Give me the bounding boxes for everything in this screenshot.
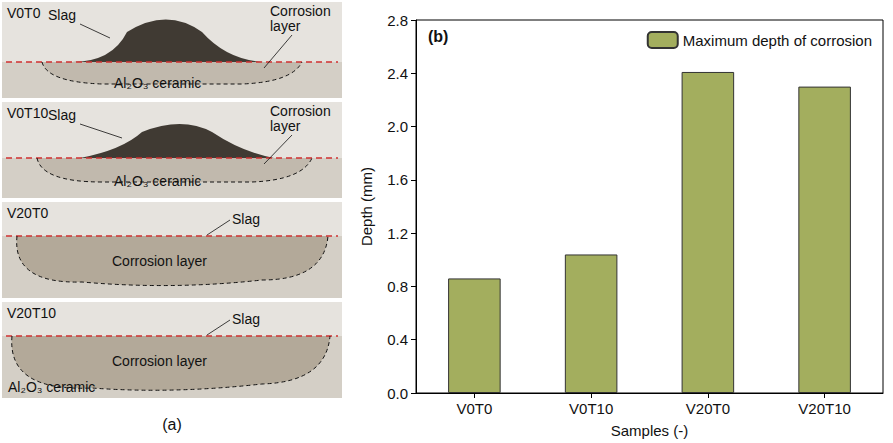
svg-text:Corrosion layer: Corrosion layer (112, 253, 207, 269)
svg-text:2.0: 2.0 (387, 118, 408, 135)
svg-text:Maximum depth of corrosion: Maximum depth of corrosion (683, 32, 872, 49)
svg-text:Slag: Slag (48, 107, 76, 123)
svg-text:V0T10: V0T10 (7, 105, 48, 121)
svg-text:V20T10: V20T10 (7, 305, 56, 321)
svg-text:(b): (b) (428, 28, 448, 45)
svg-text:V0T10: V0T10 (569, 400, 613, 417)
svg-text:Corrosionlayer: Corrosionlayer (270, 3, 331, 34)
svg-text:Slag: Slag (232, 211, 260, 227)
svg-text:Al₂O₃ ceramic: Al₂O₃ ceramic (114, 173, 201, 189)
svg-text:Corrosion layer: Corrosion layer (112, 353, 207, 369)
svg-text:Slag: Slag (232, 311, 260, 327)
svg-text:Samples (-): Samples (-) (611, 422, 689, 439)
svg-text:V20T0: V20T0 (7, 205, 48, 221)
svg-text:Depth (mm): Depth (mm) (358, 167, 375, 246)
svg-text:(a): (a) (162, 416, 182, 433)
svg-text:V0T0: V0T0 (456, 400, 492, 417)
svg-text:0.8: 0.8 (387, 278, 408, 295)
svg-text:2.4: 2.4 (387, 65, 408, 82)
svg-text:1.2: 1.2 (387, 225, 408, 242)
svg-text:0.4: 0.4 (387, 331, 408, 348)
svg-text:V20T10: V20T10 (798, 400, 851, 417)
svg-text:Slag: Slag (48, 7, 76, 23)
svg-text:Al₂O₃ ceramic: Al₂O₃ ceramic (8, 379, 95, 395)
svg-text:Al₂O₃ ceramic: Al₂O₃ ceramic (114, 75, 201, 91)
svg-text:V20T0: V20T0 (686, 400, 730, 417)
svg-text:1.6: 1.6 (387, 171, 408, 188)
svg-text:0.0: 0.0 (387, 385, 408, 402)
svg-text:2.8: 2.8 (387, 12, 408, 29)
svg-text:Corrosionlayer: Corrosionlayer (270, 103, 331, 134)
svg-text:V0T0: V0T0 (7, 5, 41, 21)
